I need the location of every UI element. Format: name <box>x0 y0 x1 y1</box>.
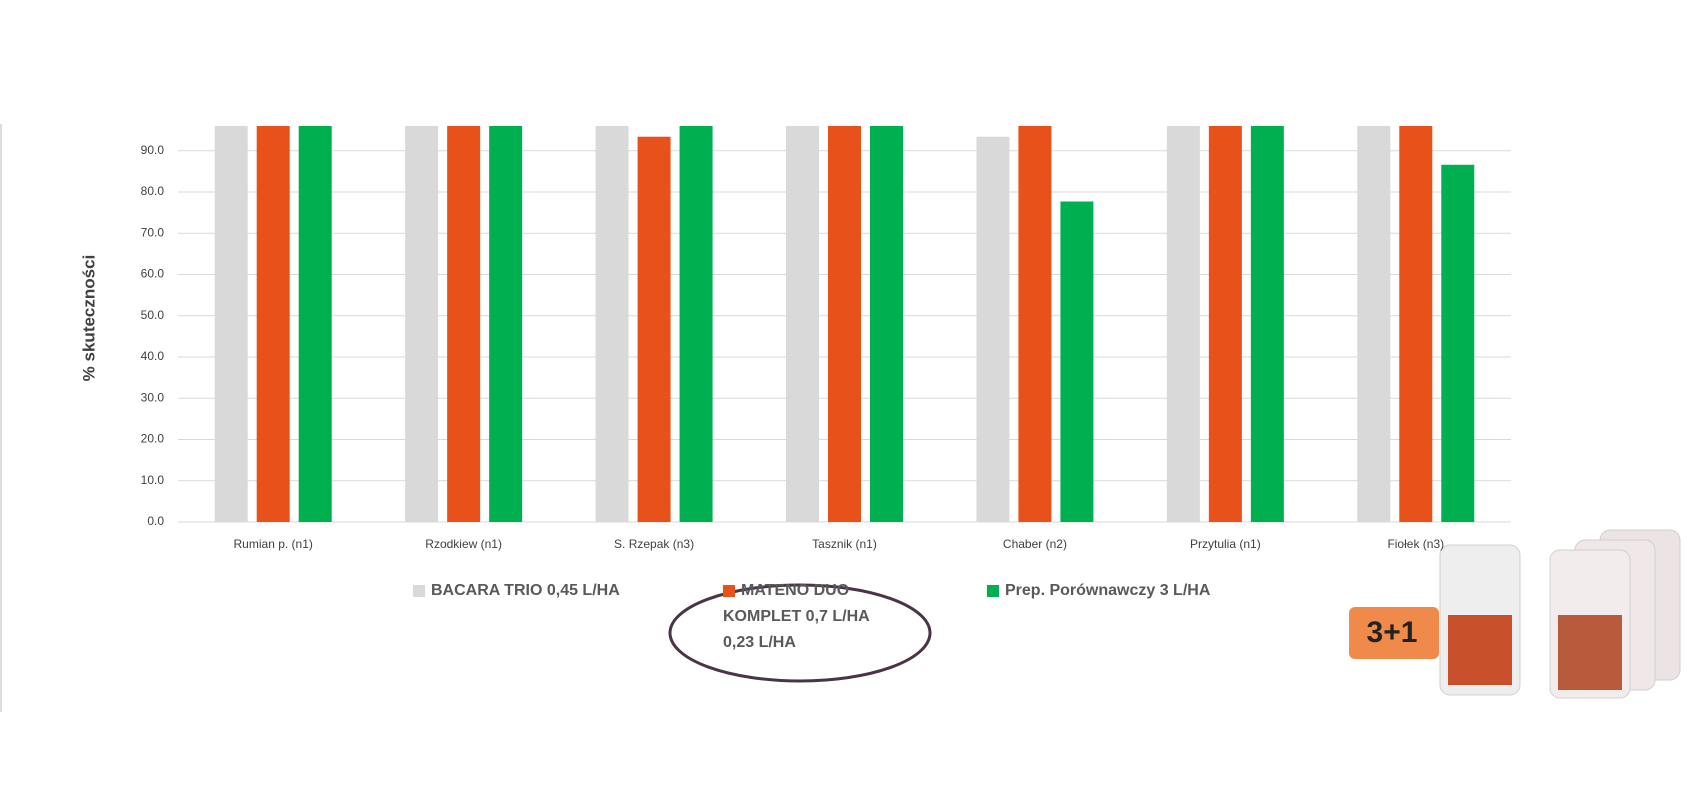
bar <box>1166 126 1200 522</box>
legend-line: KOMPLET 0,7 L/HA <box>723 608 870 625</box>
legend-line: MATENO DUO <box>741 582 849 599</box>
legend-label: Prep. Porównawczy 3 L/HA <box>1005 582 1211 599</box>
legend-swatch <box>723 585 735 597</box>
bar <box>1399 126 1433 522</box>
bar <box>828 126 861 522</box>
legend-label: BACARA TRIO 0,45 L/HA <box>431 582 620 599</box>
bar <box>786 126 819 522</box>
y-tick-label: 0.0 <box>147 514 164 528</box>
x-tick-label: S. Rzepak (n3) <box>614 537 694 551</box>
bar <box>447 126 481 522</box>
y-tick-label: 90.0 <box>141 143 165 157</box>
legend-line: 0,23 L/HA <box>723 634 796 651</box>
bar <box>1060 201 1094 523</box>
legend-label: MATENO DUO KOMPLET 0,7 L/HA 0,23 L/HA <box>723 582 870 651</box>
bar <box>1441 164 1475 522</box>
x-tick-label: Rzodkiew (n1) <box>425 537 502 551</box>
x-tick-label: Chaber (n2) <box>1003 537 1067 551</box>
bar <box>595 126 629 522</box>
bar <box>1357 126 1391 522</box>
x-tick-label: Rumian p. (n1) <box>234 537 313 551</box>
highlight-ellipse <box>668 583 932 683</box>
bar <box>489 126 523 522</box>
bar <box>679 126 713 522</box>
bar <box>1208 126 1242 522</box>
x-tick-label: Fiołek (n3) <box>1387 537 1444 551</box>
x-tick-label: Tasznik (n1) <box>812 537 877 551</box>
y-tick-label: 20.0 <box>141 432 165 446</box>
y-axis-label: % skuteczności <box>79 255 98 382</box>
bar <box>870 126 903 522</box>
y-tick-label: 80.0 <box>141 184 165 198</box>
bar <box>298 126 332 522</box>
y-tick-label: 60.0 <box>141 267 165 281</box>
bar <box>1018 126 1052 522</box>
bar <box>256 126 290 522</box>
x-tick-label: Przytulia (n1) <box>1190 537 1261 551</box>
promo: 3+1 <box>1349 529 1681 699</box>
bar <box>405 126 439 522</box>
y-tick-label: 50.0 <box>141 308 165 322</box>
y-tick-label: 10.0 <box>141 473 165 487</box>
y-tick-label: 40.0 <box>141 349 165 363</box>
jug-label <box>1448 615 1512 685</box>
bar <box>1250 126 1284 522</box>
y-tick-label: 30.0 <box>141 390 165 404</box>
bar <box>637 136 671 522</box>
bar <box>214 126 248 522</box>
promo-badge-text: 3+1 <box>1367 616 1418 649</box>
bar <box>976 136 1010 522</box>
legend-swatch <box>987 585 999 597</box>
y-tick-label: 70.0 <box>141 225 165 239</box>
promo-badge <box>1349 607 1439 659</box>
jug-label <box>1558 615 1622 690</box>
legend-swatch <box>413 585 425 597</box>
